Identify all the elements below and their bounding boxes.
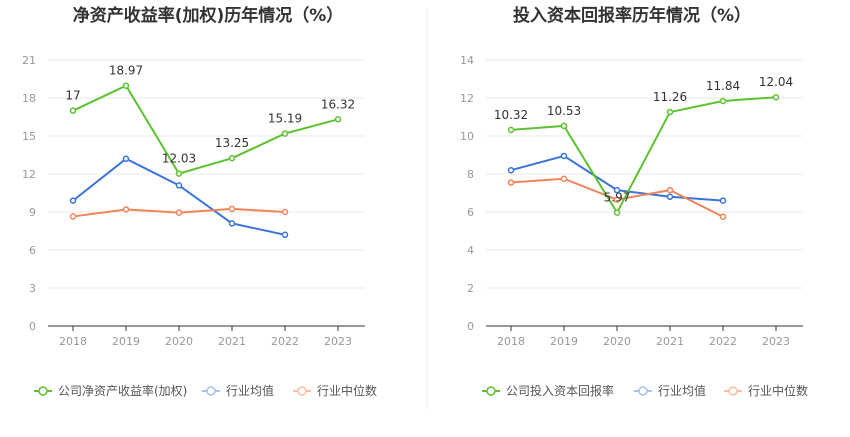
legend-label: 公司投入资本回报率 [506, 383, 614, 398]
y-tick-label: 6 [467, 206, 474, 219]
data-point [613, 186, 621, 194]
data-point [719, 97, 727, 105]
x-tick-label: 2022 [709, 335, 737, 348]
legend-label: 公司净资产收益率(加权) [58, 383, 187, 398]
data-point [228, 154, 236, 162]
x-tick-label: 2018 [497, 335, 525, 348]
series-line [510, 96, 777, 214]
legend-label: 行业中位数 [317, 383, 377, 398]
x-tick-label: 2019 [550, 335, 578, 348]
legend-label: 行业均值 [226, 383, 274, 398]
data-label: 18.97 [109, 64, 143, 78]
data-point [719, 197, 727, 204]
data-point [613, 209, 621, 216]
data-point [281, 208, 289, 216]
data-point [507, 126, 515, 134]
data-point [228, 220, 236, 227]
data-point [122, 82, 130, 89]
x-tick-label: 2020 [603, 335, 631, 348]
series-line [72, 84, 339, 175]
x-tick-label: 2020 [165, 335, 193, 348]
y-tick-label: 10 [460, 130, 474, 143]
x-tick-label: 2021 [656, 335, 684, 348]
data-point [175, 170, 183, 177]
data-point [666, 186, 674, 194]
data-point [666, 108, 674, 116]
data-label: 12.03 [162, 152, 196, 166]
data-point [772, 93, 780, 101]
y-tick-label: 18 [22, 92, 36, 105]
data-label: 11.26 [653, 90, 687, 104]
data-point [613, 196, 621, 203]
data-point [122, 155, 130, 163]
legend-swatch-marker [638, 386, 648, 396]
data-label: 16.32 [321, 97, 355, 111]
series-line [72, 157, 286, 236]
x-tick-label: 2022 [271, 335, 299, 348]
x-tick-label: 2023 [324, 335, 352, 348]
x-tick-label: 2021 [218, 335, 246, 348]
y-tick-label: 4 [467, 244, 474, 257]
x-tick-label: 2023 [762, 335, 790, 348]
y-tick-label: 3 [29, 282, 36, 295]
legend-swatch-marker [38, 386, 48, 396]
data-point [666, 193, 674, 201]
data-label: 10.32 [494, 108, 528, 122]
data-point [719, 213, 727, 220]
y-tick-label: 2 [467, 282, 474, 295]
y-tick-label: 21 [22, 54, 36, 67]
chart-title: 投入资本回报率历年情况（%） [513, 5, 751, 26]
data-point [175, 182, 183, 189]
data-label: 5.97 [604, 191, 631, 205]
y-tick-label: 0 [29, 320, 36, 333]
x-tick-label: 2019 [112, 335, 140, 348]
y-tick-label: 8 [467, 168, 474, 181]
legend-swatch-marker [486, 386, 496, 396]
data-point [175, 209, 183, 216]
data-label: 11.84 [706, 79, 740, 93]
chart-title: 净资产收益率(加权)历年情况（%） [73, 5, 344, 26]
legend-label: 行业均值 [658, 383, 706, 398]
y-tick-label: 6 [29, 244, 36, 257]
legend-label: 行业中位数 [748, 383, 808, 398]
data-point [228, 205, 236, 213]
legend-swatch-marker [728, 386, 738, 396]
data-point [69, 107, 77, 114]
data-point [334, 116, 342, 123]
y-tick-label: 12 [460, 92, 474, 105]
y-tick-label: 15 [22, 130, 36, 143]
legend-swatch-marker [206, 386, 216, 396]
y-tick-label: 9 [29, 206, 36, 219]
legend-swatch-marker [297, 386, 307, 396]
y-tick-label: 12 [22, 168, 36, 181]
data-label: 13.25 [215, 136, 249, 150]
data-point [560, 152, 568, 160]
data-label: 10.53 [547, 104, 581, 118]
data-label: 17 [65, 89, 80, 103]
data-label: 12.04 [759, 75, 793, 89]
data-point [122, 206, 130, 213]
y-tick-label: 14 [460, 54, 474, 67]
data-point [507, 166, 515, 174]
data-point [69, 213, 77, 220]
data-label: 15.19 [268, 112, 302, 126]
data-point [281, 231, 289, 239]
data-point [560, 122, 568, 130]
data-point [507, 179, 515, 186]
y-tick-label: 0 [467, 320, 474, 333]
data-point [281, 130, 289, 137]
x-tick-label: 2018 [59, 335, 87, 348]
data-point [560, 175, 568, 182]
data-point [69, 197, 77, 204]
